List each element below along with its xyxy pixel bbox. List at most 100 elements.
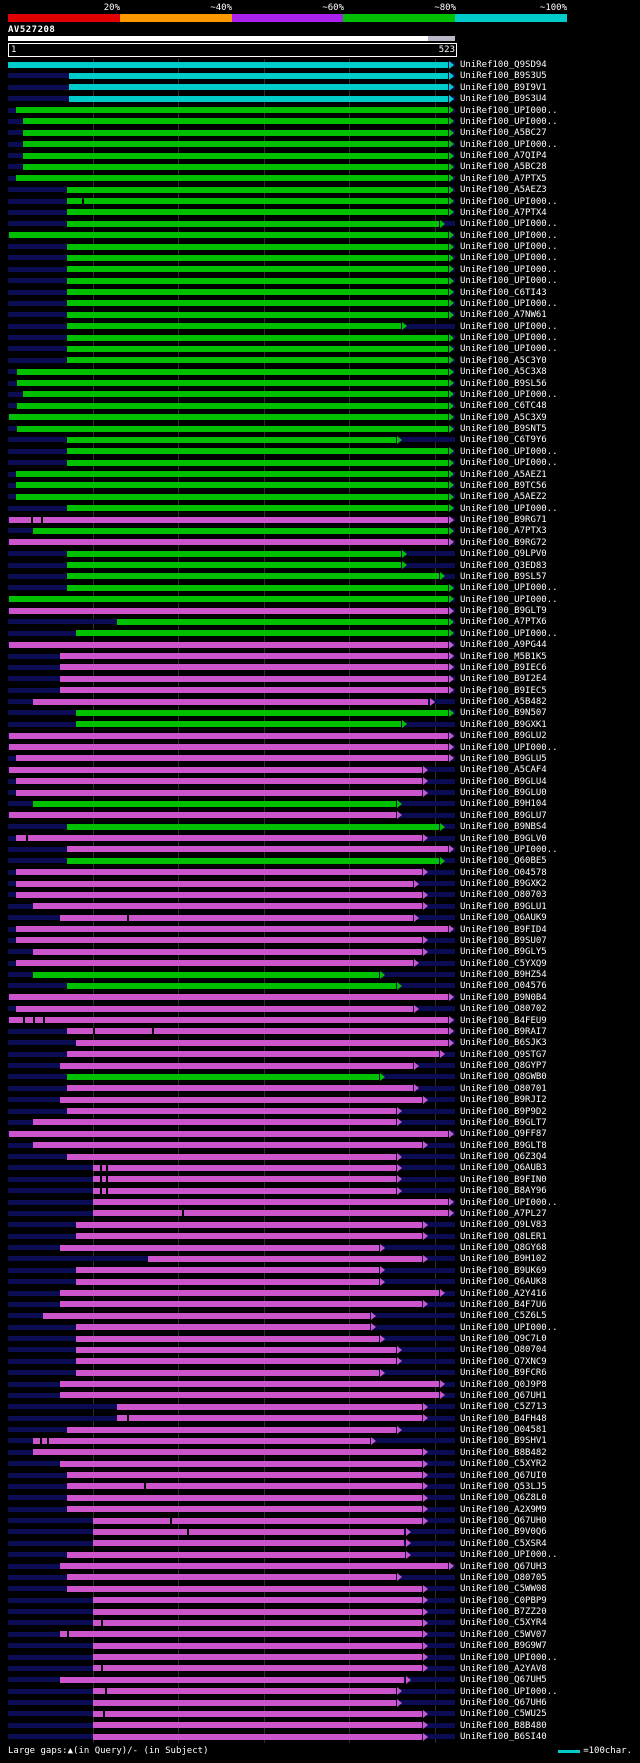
- hit-label[interactable]: UniRef100_A9PG44: [460, 640, 547, 651]
- hit-label[interactable]: UniRef100_UPI000..: [460, 1550, 558, 1561]
- hit-bar[interactable]: [15, 175, 449, 182]
- hit-bar[interactable]: [8, 744, 449, 750]
- hit-bar[interactable]: [15, 789, 422, 796]
- hit-label[interactable]: UniRef100_A5C3X8: [460, 367, 547, 378]
- hit-bar[interactable]: [67, 1551, 405, 1558]
- hit-bar[interactable]: [92, 1654, 422, 1660]
- hit-label[interactable]: UniRef100_UPI000..: [460, 389, 558, 400]
- hit-label[interactable]: UniRef100_Q0J9P8: [460, 1379, 547, 1390]
- hit-label[interactable]: UniRef100_B9P9D2: [460, 1106, 547, 1117]
- hit-label[interactable]: UniRef100_A5BC28: [460, 162, 547, 173]
- hit-bar[interactable]: [116, 1403, 422, 1410]
- hit-label[interactable]: UniRef100_B8B482: [460, 1447, 547, 1458]
- hit-bar[interactable]: [67, 584, 449, 591]
- hit-label[interactable]: UniRef100_A7PTX6: [460, 617, 547, 628]
- hit-label[interactable]: UniRef100_A5B482: [460, 697, 547, 707]
- hit-label[interactable]: UniRef100_Q9LPV0: [460, 549, 547, 560]
- hit-label[interactable]: UniRef100_UPI000..: [460, 230, 558, 241]
- hit-label[interactable]: UniRef100_C5XYR4: [460, 1618, 547, 1629]
- hit-label[interactable]: UniRef100_A7PTX4: [460, 207, 547, 218]
- hit-bar[interactable]: [75, 1278, 379, 1285]
- hit-label[interactable]: UniRef100_B9I9V1: [460, 82, 547, 93]
- hit-bar[interactable]: [75, 709, 449, 716]
- hit-label[interactable]: UniRef100_UPI000..: [460, 276, 558, 287]
- hit-label[interactable]: UniRef100_UPI000..: [460, 458, 558, 469]
- hit-bar[interactable]: [75, 1039, 449, 1046]
- hit-label[interactable]: UniRef100_UPI000..: [460, 298, 558, 309]
- hit-bar[interactable]: [92, 1665, 422, 1672]
- hit-bar[interactable]: [75, 1358, 396, 1365]
- hit-bar[interactable]: [67, 573, 439, 580]
- hit-bar[interactable]: [67, 982, 396, 989]
- hit-bar[interactable]: [15, 835, 422, 841]
- hit-bar[interactable]: [67, 846, 449, 853]
- hit-label[interactable]: UniRef100_Q3ED83: [460, 560, 547, 571]
- hit-label[interactable]: UniRef100_Q9SD94: [460, 60, 547, 70]
- hit-bar[interactable]: [60, 664, 449, 671]
- hit-label[interactable]: UniRef100_O80703: [460, 890, 547, 901]
- hit-bar[interactable]: [67, 1574, 396, 1581]
- hit-bar[interactable]: [15, 869, 422, 876]
- hit-label[interactable]: UniRef100_C5Z6L5: [460, 1311, 547, 1322]
- hit-bar[interactable]: [67, 448, 449, 455]
- hit-bar[interactable]: [17, 402, 449, 409]
- hit-bar[interactable]: [68, 72, 449, 79]
- hit-label[interactable]: UniRef100_B9IEC5: [460, 685, 547, 696]
- hit-label[interactable]: UniRef100_C5YXQ9: [460, 958, 547, 969]
- hit-label[interactable]: UniRef100_A2YAV8: [460, 1663, 547, 1674]
- hit-bar[interactable]: [67, 823, 439, 830]
- hit-bar[interactable]: [8, 994, 449, 1001]
- hit-label[interactable]: UniRef100_A7PTX3: [460, 526, 547, 537]
- hit-label[interactable]: UniRef100_Q6AUB3: [460, 1163, 547, 1174]
- hit-label[interactable]: UniRef100_Q8LER1: [460, 1231, 547, 1242]
- hit-bar[interactable]: [15, 778, 422, 785]
- hit-bar[interactable]: [67, 459, 449, 466]
- hit-bar[interactable]: [92, 1722, 422, 1729]
- hit-bar[interactable]: [22, 163, 449, 170]
- hit-bar[interactable]: [60, 1062, 414, 1069]
- hit-bar[interactable]: [67, 550, 402, 557]
- hit-bar[interactable]: [60, 1301, 422, 1308]
- hit-label[interactable]: UniRef100_B9N507: [460, 708, 547, 719]
- hit-label[interactable]: UniRef100_Q6Z8L0: [460, 1493, 547, 1504]
- hit-bar[interactable]: [15, 937, 422, 944]
- hit-bar[interactable]: [75, 1267, 379, 1274]
- hit-label[interactable]: UniRef100_B9GLV0: [460, 833, 547, 844]
- hit-bar[interactable]: [67, 1483, 422, 1490]
- hit-label[interactable]: UniRef100_A7QIP4: [460, 151, 547, 161]
- hit-bar[interactable]: [92, 1199, 449, 1205]
- hit-label[interactable]: UniRef100_UPI000..: [460, 105, 558, 116]
- hit-bar[interactable]: [67, 220, 439, 227]
- hit-label[interactable]: UniRef100_B7ZZ20: [460, 1607, 547, 1617]
- hit-bar[interactable]: [92, 1699, 396, 1706]
- hit-bar[interactable]: [60, 914, 414, 921]
- hit-label[interactable]: UniRef100_UPI000..: [460, 1652, 558, 1663]
- hit-bar[interactable]: [22, 152, 449, 159]
- hit-bar[interactable]: [17, 380, 449, 386]
- hit-label[interactable]: UniRef100_UPI000..: [460, 344, 558, 355]
- hit-bar[interactable]: [8, 1130, 449, 1137]
- hit-bar[interactable]: [15, 1005, 414, 1012]
- hit-bar[interactable]: [67, 334, 449, 341]
- hit-label[interactable]: UniRef100_B9G9W7: [460, 1641, 547, 1652]
- hit-label[interactable]: UniRef100_Q7XNC9: [460, 1356, 547, 1367]
- hit-bar[interactable]: [67, 505, 449, 512]
- hit-label[interactable]: UniRef100_UPI000..: [460, 1322, 558, 1333]
- hit-bar[interactable]: [67, 1085, 414, 1092]
- hit-label[interactable]: UniRef100_Q8GY68: [460, 1243, 547, 1253]
- hit-label[interactable]: UniRef100_A5AEZ3: [460, 185, 547, 196]
- hit-label[interactable]: UniRef100_UPI000..: [460, 196, 558, 207]
- hit-bar[interactable]: [67, 1051, 439, 1058]
- hit-label[interactable]: UniRef100_UPI000..: [460, 583, 558, 594]
- hit-label[interactable]: UniRef100_C0PBP9: [460, 1595, 547, 1606]
- hit-label[interactable]: UniRef100_Q9LV83: [460, 1220, 547, 1231]
- hit-bar[interactable]: [75, 1233, 422, 1240]
- hit-label[interactable]: UniRef100_UPI000..: [460, 219, 558, 230]
- hit-label[interactable]: UniRef100_UPI000..: [460, 253, 558, 264]
- hit-label[interactable]: UniRef100_B9FIN0: [460, 1174, 547, 1185]
- hit-label[interactable]: UniRef100_B8AY96: [460, 1186, 547, 1197]
- hit-bar[interactable]: [32, 800, 396, 807]
- hit-label[interactable]: UniRef100_UPI000..: [460, 1686, 558, 1697]
- hit-label[interactable]: UniRef100_Q53LJ5: [460, 1481, 547, 1492]
- hit-label[interactable]: UniRef100_A7NW61: [460, 310, 547, 321]
